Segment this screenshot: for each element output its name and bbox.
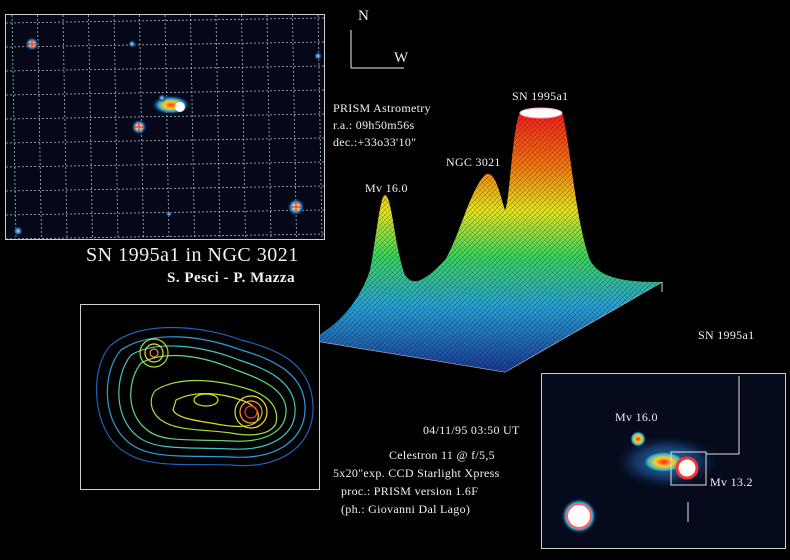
grid-line-ra [241,15,246,239]
contour-svg [95,326,314,467]
grid-line-dec [6,17,324,24]
grid-line-ra [62,15,68,239]
zoom-field-svg [561,376,740,534]
grid-line-dec [6,209,324,216]
grid-line-ra [266,15,272,239]
peak-label-sn: SN 1995a1 [512,89,569,103]
star-field-svg [6,15,324,239]
astrometry-ra: r.a.: 09h50m56s [333,118,415,132]
grid-line-dec [6,89,324,96]
grid-line-ra [190,15,195,239]
grid-line-ra [292,15,297,239]
obs-processing: proc.: PRISM version 1.6F [341,484,479,498]
grid-line-dec [6,233,324,239]
image-authors: S. Pesci - P. Mazza [167,270,296,286]
grid-line-dec [6,185,324,192]
compass-arrows-icon [350,30,404,69]
grid-line-ra [88,15,93,239]
grid-line-ra [164,15,170,239]
grid-line-ra [215,15,221,239]
star-field-grid-image [5,14,325,240]
astrometry-dec: dec.:+33o33'10" [333,135,417,149]
grid-line-ra [113,15,119,239]
peak-label-mv16: Mv 16.0 [365,181,408,195]
grid-line-dec [6,65,324,72]
surface-3d-plot [300,100,670,380]
compass-north-label: N [358,8,369,24]
obs-exposure: 5x20"exp. CCD Starlight Xpress [333,466,500,480]
surface-3d-svg [309,107,663,373]
compass: N W [348,8,408,72]
obs-photographer: (ph.: Giovanni Dal Lago) [341,502,471,516]
contour-plot-image [80,304,320,490]
image-title: SN 1995a1 in NGC 3021 [86,244,299,266]
peak-label-ngc: NGC 3021 [446,155,501,169]
grid-line-dec [6,113,324,120]
grid-line-dec [6,137,324,144]
grid-line-ra [11,15,17,239]
inset-mv16-label: Mv 16.0 [615,410,658,424]
astrometry-heading: PRISM Astrometry [333,101,431,115]
obs-telescope: Celestron 11 @ f/5,5 [389,448,495,462]
grid-line-ra [37,15,42,239]
zoom-field-image: Mv 16.0 Mv 13.2 [541,373,786,549]
compass-west-label: W [394,50,409,66]
obs-date: 04/11/95 03:50 UT [423,423,520,437]
inset-mv132-label: Mv 13.2 [710,475,753,489]
inset-sn-label: SN 1995a1 [698,328,755,342]
grid-line-dec [6,161,324,168]
grid-line-dec [6,41,324,48]
